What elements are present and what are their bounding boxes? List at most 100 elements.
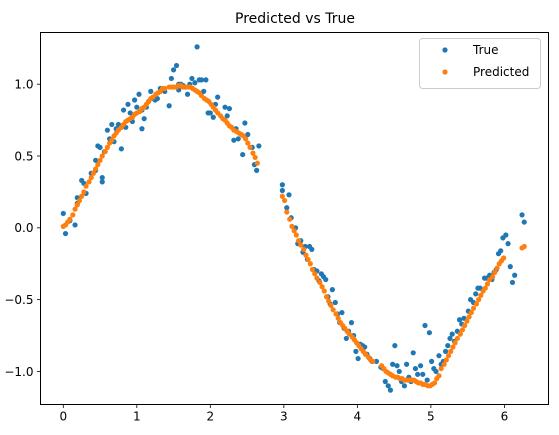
point-predicted (521, 243, 527, 250)
point-predicted (309, 266, 316, 273)
point-predicted (370, 358, 376, 365)
point-true (99, 179, 105, 185)
point-predicted (76, 197, 83, 204)
point-predicted (307, 261, 313, 267)
point-true (136, 91, 142, 97)
point-predicted (291, 228, 297, 234)
point-true (194, 44, 200, 50)
point-true (93, 157, 99, 163)
point-predicted (250, 150, 256, 156)
point-true (279, 187, 285, 194)
point-predicted (478, 292, 484, 298)
point-predicted (470, 305, 477, 311)
point-predicted (97, 157, 103, 163)
point-predicted (476, 297, 482, 303)
point-predicted (95, 162, 101, 168)
point-predicted (104, 144, 110, 150)
point-predicted (443, 357, 449, 363)
point-true (509, 279, 516, 286)
point-true (392, 343, 398, 349)
point-true (426, 330, 432, 336)
series-predicted (60, 83, 527, 389)
point-true (519, 212, 525, 218)
point-true (404, 361, 410, 367)
point-predicted (312, 271, 318, 277)
point-predicted (490, 274, 496, 280)
point-true (343, 335, 349, 342)
legend-marker-predicted (442, 69, 448, 75)
point-true (132, 97, 138, 103)
point-true (60, 210, 66, 217)
point-predicted (86, 179, 92, 185)
point-true (429, 358, 435, 365)
point-true (62, 230, 69, 237)
point-true (422, 322, 428, 329)
point-true (415, 371, 421, 377)
y-tick-label: 0.5 (14, 149, 33, 163)
point-predicted (109, 137, 115, 143)
point-predicted (83, 183, 89, 189)
x-tick-label: 2 (207, 410, 215, 424)
point-true (505, 241, 511, 247)
point-true (192, 80, 198, 86)
point-true (189, 75, 195, 82)
y-tick-label: 0.0 (14, 221, 33, 235)
point-true (245, 131, 251, 138)
point-true (148, 88, 154, 94)
point-predicted (74, 202, 80, 208)
point-true (445, 343, 451, 349)
point-predicted (70, 212, 76, 218)
x-tick-label: 3 (280, 410, 288, 424)
point-predicted (102, 149, 108, 155)
point-true (412, 365, 419, 372)
point-true (235, 136, 241, 142)
point-true (134, 104, 140, 110)
point-predicted (245, 140, 251, 146)
point-predicted (492, 269, 498, 275)
point-predicted (247, 144, 253, 150)
point-true (97, 144, 103, 150)
legend: True Predicted (419, 38, 541, 89)
point-predicted (431, 380, 438, 386)
point-true (139, 126, 145, 132)
point-predicted (254, 160, 260, 166)
point-predicted (328, 302, 334, 308)
point-predicted (81, 189, 87, 195)
point-predicted (287, 216, 293, 222)
point-predicted (445, 353, 452, 359)
point-true (332, 299, 338, 306)
point-predicted (79, 193, 85, 199)
point-true (394, 363, 400, 369)
point-true (120, 107, 127, 113)
point-predicted (72, 206, 78, 212)
point-true (125, 101, 131, 107)
point-true (240, 151, 246, 158)
point-true (173, 62, 180, 69)
point-true (254, 167, 260, 173)
point-predicted (314, 275, 320, 281)
point-true (309, 246, 315, 252)
point-true (503, 232, 509, 238)
legend-label-true: True (472, 43, 499, 57)
point-true (323, 276, 329, 283)
y-tick-label: −1.0 (4, 365, 33, 379)
point-true (279, 182, 285, 188)
point-true (390, 361, 396, 367)
point-true (442, 348, 449, 354)
point-true (348, 320, 355, 326)
point-predicted (473, 301, 480, 307)
point-true (201, 88, 207, 94)
point-true (473, 291, 479, 297)
point-true (286, 192, 292, 198)
point-predicted (494, 265, 500, 271)
point-predicted (93, 166, 99, 172)
legend-label-predicted: Predicted (473, 65, 529, 79)
point-true (141, 116, 147, 122)
point-true (433, 368, 439, 375)
plot-frame (40, 32, 549, 405)
point-predicted (303, 252, 309, 258)
point-predicted (293, 232, 299, 238)
point-true (373, 358, 380, 365)
point-predicted (468, 309, 474, 316)
point-predicted (323, 294, 330, 300)
